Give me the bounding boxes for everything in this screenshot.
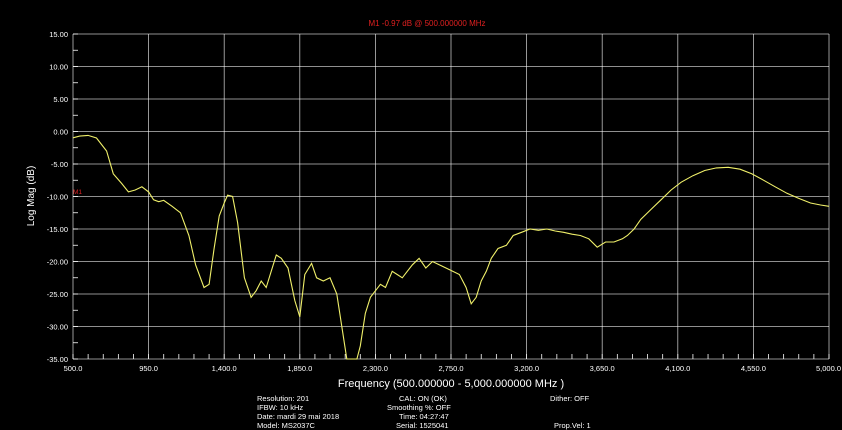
info-model: Model: MS2037C (257, 421, 315, 430)
x-tick-labels: 500.0 950.0 1,400.0 1,850.0 2,300.0 2,750.0 3,… (64, 364, 841, 373)
x-tick-label-0: 500.0 (64, 364, 83, 373)
info-smoothing: Smoothing %: OFF (387, 403, 451, 412)
y-tick-label-7: -20.00 (47, 258, 68, 267)
info-serial: Serial: 1525041 (396, 421, 449, 430)
info-date: Date: mardi 29 mai 2018 (257, 412, 340, 421)
y-tick-label-1: 10.00 (49, 63, 68, 72)
y-tick-label-2: 5.00 (53, 95, 68, 104)
x-axis-label: Frequency (500.000000 - 5,000.000000 MHz… (338, 378, 564, 390)
x-tick-label-9: 4,550.0 (741, 364, 766, 373)
y-tick-label-8: -25.00 (47, 290, 68, 299)
x-tick-label-1: 950.0 (139, 364, 158, 373)
y-tick-label-0: 15.00 (49, 30, 68, 39)
trace-line (72, 134, 830, 360)
y-tick-label-3: 0.00 (53, 128, 68, 137)
x-tick-label-4: 2,300.0 (363, 364, 388, 373)
marker-readout: M1 -0.97 dB @ 500.000000 MHz (368, 19, 485, 28)
x-tick-label-7: 3,650.0 (590, 364, 615, 373)
y-tick-label-6: -15.00 (47, 225, 68, 234)
info-ifbw: IFBW: 10 kHz (257, 403, 304, 412)
y-axis-label: Log Mag (dB) (26, 166, 37, 227)
info-time: Time: 04:27:47 (399, 412, 449, 421)
x-tick-label-8: 4,100.0 (665, 364, 690, 373)
info-cal: CAL: ON (OK) (399, 394, 447, 403)
y-tick-label-4: -5.00 (51, 160, 68, 169)
marker-label: M1 (73, 189, 82, 196)
x-tick-label-6: 3,200.0 (514, 364, 539, 373)
x-tick-label-5: 2,750.0 (438, 364, 463, 373)
grid-lines (72, 33, 830, 360)
x-tick-label-10: 5,000.0 (816, 364, 841, 373)
x-tick-label-2: 1,400.0 (212, 364, 237, 373)
info-dither: Dither: OFF (550, 394, 590, 403)
y-tick-label-9: -30.00 (47, 323, 68, 332)
y-tick-label-5: -10.00 (47, 193, 68, 202)
x-minor-ticks (72, 33, 830, 360)
y-tick-labels: 15.00 10.00 5.00 0.00 -5.00 -10.00 -15.00 -20.0… (47, 30, 68, 364)
info-prop-vel: Prop.Vel: 1 (554, 421, 591, 430)
info-resolution: Resolution: 201 (257, 394, 310, 403)
y-tick-label-10: -35.00 (47, 355, 68, 364)
x-tick-label-3: 1,850.0 (287, 364, 312, 373)
